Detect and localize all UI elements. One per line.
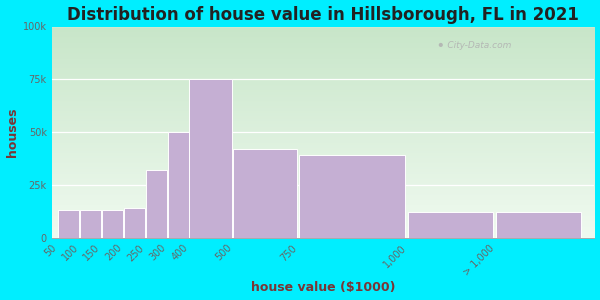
Text: ⚫ City-Data.com: ⚫ City-Data.com [437,41,511,50]
X-axis label: house value ($1000): house value ($1000) [251,281,395,294]
Y-axis label: houses: houses [5,107,19,157]
Bar [496,212,581,238]
Bar [409,212,493,238]
Bar [58,210,79,238]
Bar [146,170,167,238]
Bar [299,155,405,238]
Bar [80,210,101,238]
Bar [190,79,232,238]
Bar [167,132,189,238]
Bar [102,210,123,238]
Title: Distribution of house value in Hillsborough, FL in 2021: Distribution of house value in Hillsboro… [67,6,579,24]
Bar [124,208,145,238]
Bar [233,149,297,238]
